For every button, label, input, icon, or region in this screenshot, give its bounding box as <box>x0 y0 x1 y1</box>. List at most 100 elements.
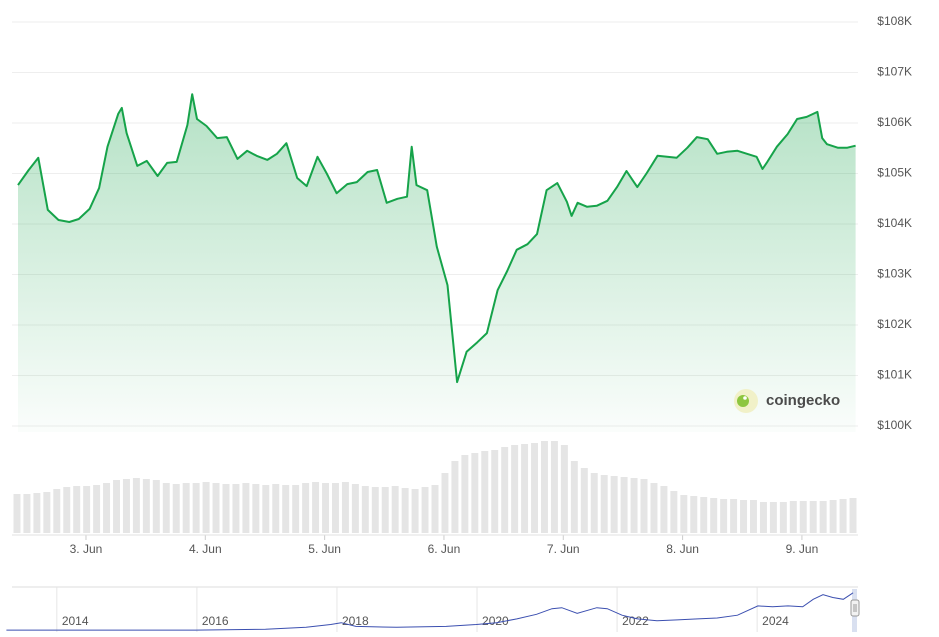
navigator-tick-label: 2020 <box>482 614 509 628</box>
volume <box>13 441 857 533</box>
volume-bar <box>789 501 797 533</box>
volume-bar <box>63 487 71 533</box>
price-line <box>17 93 856 384</box>
x-tick-label: 8. Jun <box>666 542 699 556</box>
volume-bar <box>331 483 339 533</box>
volume-bar <box>720 499 728 533</box>
y-tick-label: $106K <box>877 115 912 129</box>
navigator: 2014 2016 2018 2020 2022 2024 <box>6 586 860 632</box>
volume-bar <box>441 473 449 533</box>
volume-bar <box>103 483 111 533</box>
volume-bar <box>212 483 220 533</box>
volume-bar <box>43 492 51 533</box>
navigator-tick-label: 2022 <box>622 614 649 628</box>
logo-eye <box>743 396 747 400</box>
volume-bar <box>292 485 300 533</box>
volume-bar <box>690 496 698 533</box>
volume-bar <box>610 476 618 533</box>
volume-bar <box>13 494 21 533</box>
volume-bar <box>630 478 638 533</box>
volume-bar <box>401 488 409 533</box>
volume-bar <box>700 497 708 533</box>
volume-bar <box>849 498 857 533</box>
y-tick-label: $103K <box>877 267 912 281</box>
volume-bar <box>680 495 688 533</box>
volume-bar <box>580 468 588 533</box>
x-tick-label: 4. Jun <box>189 542 222 556</box>
volume-bar <box>23 494 31 533</box>
volume-bar <box>341 482 349 533</box>
navigator-handle[interactable] <box>850 599 860 617</box>
volume-bar <box>620 477 628 533</box>
volume-bar <box>799 501 807 533</box>
volume-bar <box>381 487 389 533</box>
logo-mark <box>737 395 749 407</box>
brand: coingecko <box>766 392 840 409</box>
volume-bar <box>222 484 230 533</box>
volume-bar <box>819 501 827 533</box>
navigator-tick-label: 2024 <box>762 614 789 628</box>
volume-bar <box>242 483 250 533</box>
price-plot <box>17 93 856 432</box>
volume-bar <box>182 483 190 533</box>
volume-bar <box>600 475 608 533</box>
volume-bar <box>640 479 648 533</box>
volume-bar <box>391 486 399 533</box>
volume-bar <box>371 487 379 533</box>
volume-bar <box>322 483 330 533</box>
volume-bar <box>501 447 509 533</box>
navigator-tick-label: 2014 <box>62 614 89 628</box>
volume-bar <box>162 483 170 533</box>
x-tick-label: 3. Jun <box>70 542 103 556</box>
volume-bar <box>272 484 280 533</box>
volume-bar <box>481 451 489 533</box>
volume-bar <box>361 486 369 533</box>
volume-bar <box>730 499 738 533</box>
x-axis: 3. Jun 4. Jun 5. Jun 6. Jun 7. Jun 8. Jun 9. J… <box>12 534 858 556</box>
x-tick-label: 7. Jun <box>547 542 580 556</box>
volume-bar <box>809 501 817 533</box>
volume-bar <box>351 484 359 533</box>
volume-bar <box>142 479 150 533</box>
volume-bar <box>83 486 91 533</box>
volume-bar <box>113 480 120 533</box>
volume-bar <box>282 485 290 533</box>
volume-bar <box>411 489 419 533</box>
volume-bar <box>461 455 469 533</box>
y-tick-label: $100K <box>877 418 912 432</box>
volume-bar <box>192 483 200 533</box>
volume-bar <box>33 493 41 533</box>
volume-bar <box>312 482 320 533</box>
volume-bar <box>202 482 210 533</box>
y-tick-label: $101K <box>877 368 912 382</box>
y-tick-label: $105K <box>877 166 912 180</box>
volume-bar <box>471 453 479 533</box>
volume-bar <box>152 480 160 533</box>
y-tick-label: $108K <box>877 14 912 28</box>
volume-bar <box>560 445 568 533</box>
volume-bar <box>829 500 837 533</box>
volume-bar <box>232 484 240 533</box>
volume-bar <box>570 461 578 533</box>
volume-bar <box>431 485 439 533</box>
volume-bar <box>421 487 429 533</box>
volume-bar <box>590 473 598 533</box>
y-tick-label: $102K <box>877 317 912 331</box>
volume-bar <box>172 484 180 533</box>
volume-bar <box>132 478 140 533</box>
volume-bar <box>122 479 130 533</box>
volume-bar <box>550 441 558 533</box>
navigator-tick-label: 2016 <box>202 614 229 628</box>
volume-bar <box>511 445 519 533</box>
volume-bar <box>262 485 270 533</box>
x-tick-label: 6. Jun <box>428 542 461 556</box>
volume-bar <box>531 443 539 533</box>
volume-bar <box>759 502 767 533</box>
volume-bar <box>451 461 459 533</box>
price-area <box>18 94 856 432</box>
volume-bar <box>521 444 529 533</box>
volume-bar <box>540 441 548 533</box>
volume-bar <box>302 483 310 533</box>
